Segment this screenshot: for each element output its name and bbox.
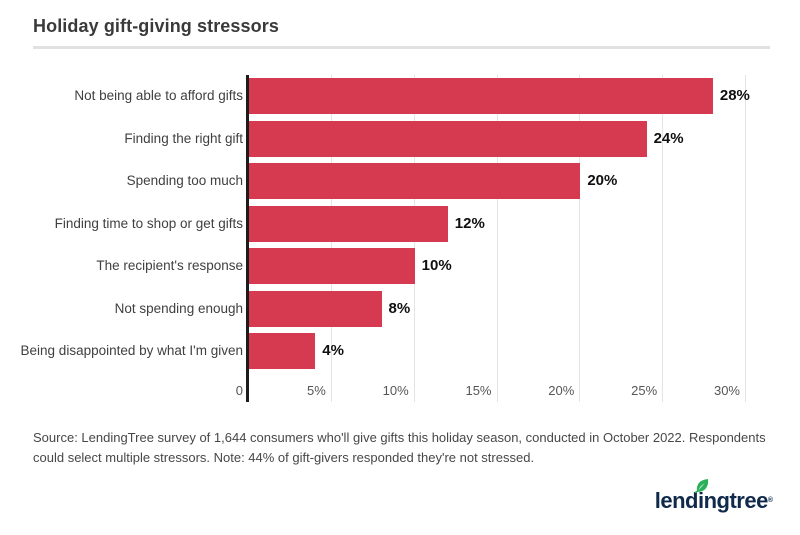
category-label: Not spending enough <box>114 300 243 316</box>
title-divider <box>33 46 770 49</box>
gridline <box>745 75 746 402</box>
gridline <box>662 75 664 402</box>
x-tick-label: 30% <box>713 383 740 398</box>
x-tick-label: 15% <box>465 383 492 398</box>
value-label: 28% <box>719 87 750 104</box>
bar-chart: 0 5% 10% 15% 20% 25% 30% Not being able to affo… <box>20 75 750 402</box>
registered-mark: ® <box>767 497 773 504</box>
value-label: 12% <box>454 214 485 232</box>
category-label: Being disappointed by what I'm given <box>20 343 243 358</box>
gridline <box>579 75 581 402</box>
value-label: 8% <box>388 299 411 317</box>
leaf-icon <box>694 479 708 493</box>
x-tick-label: 0 <box>235 383 243 398</box>
bar <box>249 290 382 327</box>
bar <box>249 248 415 284</box>
category-label: Finding the right gift <box>124 130 243 146</box>
category-label: Finding time to shop or get gifts <box>54 215 243 231</box>
x-tick-label: 5% <box>307 383 326 398</box>
category-label: Not being able to afford gifts <box>74 88 243 103</box>
bar <box>249 333 316 369</box>
gridline <box>496 75 498 402</box>
value-label: 20% <box>587 172 618 189</box>
x-tick-label: 10% <box>382 383 409 398</box>
bar <box>249 205 448 242</box>
x-tick-label: 20% <box>548 383 575 398</box>
bar <box>249 163 581 199</box>
value-label: 10% <box>421 257 452 274</box>
value-label: 24% <box>653 129 684 147</box>
value-label: 4% <box>322 342 344 359</box>
x-tick-label: 25% <box>631 383 658 398</box>
source-note: Source: LendingTree survey of 1,644 cons… <box>33 430 766 466</box>
y-axis-line <box>246 75 249 402</box>
category-label: Spending too much <box>126 173 243 188</box>
lendingtree-logo: lendingtree® <box>654 479 773 522</box>
category-label: The recipient's response <box>96 258 243 273</box>
page-title: Holiday gift-giving stressors <box>33 16 279 36</box>
bar <box>249 120 647 157</box>
logo-text: lendingtree <box>654 488 769 513</box>
bar <box>249 78 713 114</box>
